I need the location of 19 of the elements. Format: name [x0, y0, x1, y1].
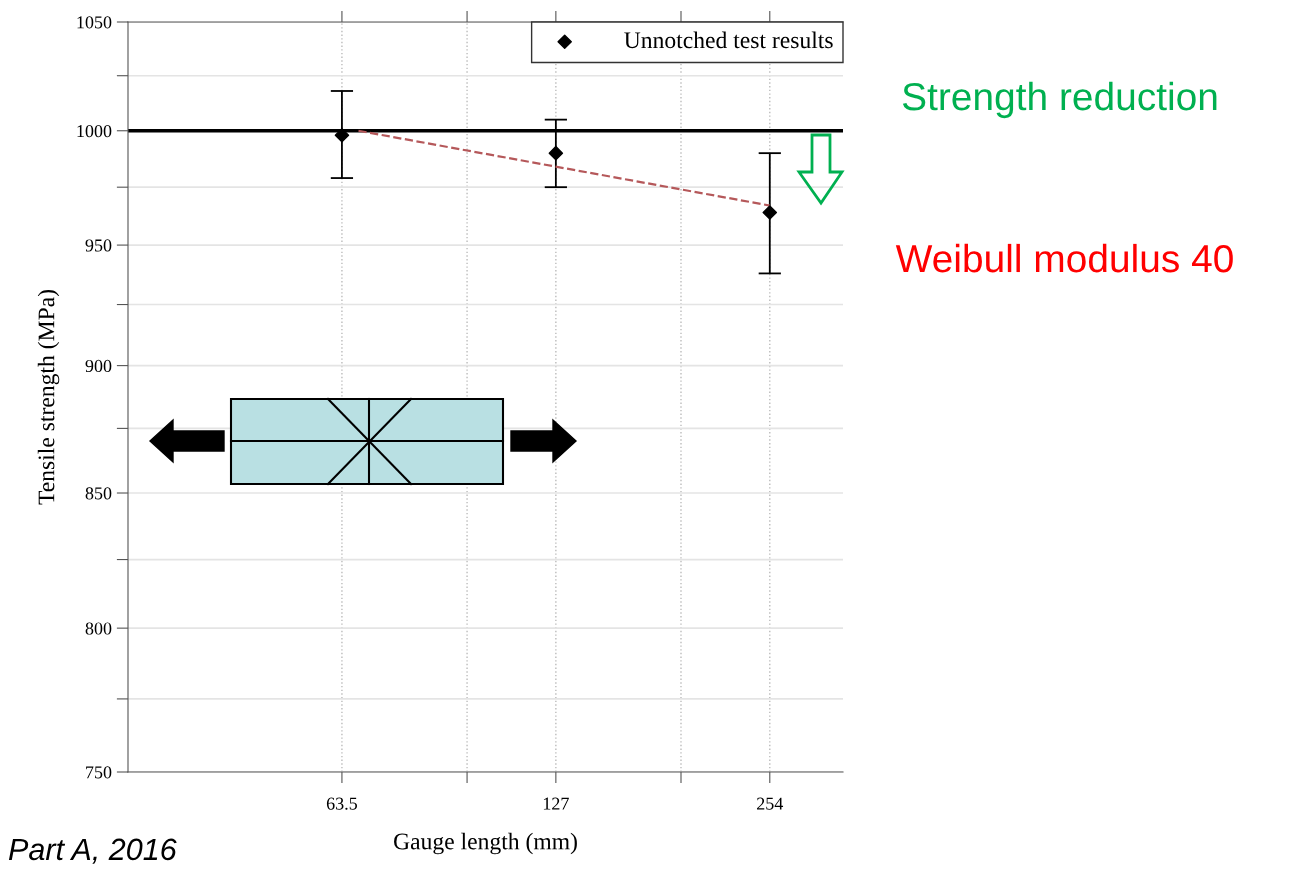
y-tick-label: 1000: [77, 125, 112, 138]
y-tick-label: 800: [85, 622, 112, 635]
x-axis-title: Gauge length (mm): [394, 832, 577, 855]
y-tick-label: 750: [86, 766, 112, 779]
x-tick-label: 63.5: [326, 797, 358, 810]
point: [762, 205, 778, 220]
text: Part A, 2016: [8, 838, 177, 864]
x-tick-label: 254: [757, 797, 784, 810]
y-axis-title: Tensile strength (MPa): [37, 290, 60, 505]
point: [334, 127, 350, 143]
y-tick-label: 950: [85, 239, 112, 252]
legend-label: Unnotched test results: [624, 31, 833, 49]
point: [548, 145, 564, 161]
text: Strength reduction: [902, 81, 1217, 119]
y-tick-label: 1050: [77, 16, 112, 29]
text: Weibull modulus 40: [895, 243, 1233, 273]
y-tick-label: 900: [85, 359, 112, 373]
x-tick-label: 127: [543, 797, 569, 810]
y-tick-label: 850: [85, 487, 112, 500]
